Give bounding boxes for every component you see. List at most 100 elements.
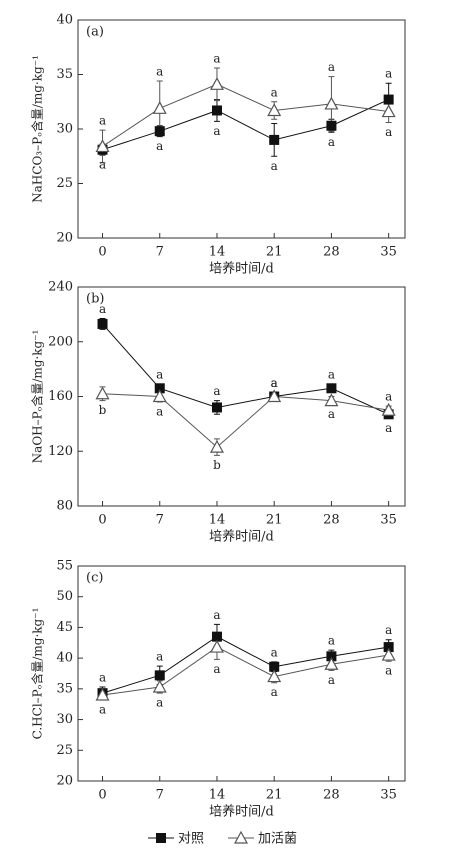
significance-letter: a bbox=[271, 85, 278, 99]
significance-letter: a bbox=[156, 65, 163, 79]
x-axis-label: 培养时间/d bbox=[209, 529, 274, 545]
significance-letter: a bbox=[271, 159, 278, 173]
series-line bbox=[102, 99, 389, 151]
point bbox=[209, 639, 224, 653]
significance-letter: a bbox=[99, 114, 106, 128]
x-tick-label: 14 bbox=[209, 513, 226, 528]
y-tick-label: 30 bbox=[56, 122, 73, 137]
x-axis-label: 培养时间/d bbox=[209, 804, 274, 820]
point bbox=[326, 651, 337, 662]
point bbox=[154, 670, 165, 681]
point bbox=[324, 393, 339, 407]
panel-label: (a) bbox=[86, 25, 104, 40]
y-tick-label: 40 bbox=[56, 651, 73, 666]
series-line bbox=[102, 636, 389, 694]
x-tick-label: 35 bbox=[380, 788, 397, 803]
series-line bbox=[102, 83, 389, 147]
significance-letter: a bbox=[99, 302, 106, 316]
point bbox=[324, 96, 339, 110]
significance-letter: a bbox=[328, 368, 335, 382]
point bbox=[97, 318, 108, 329]
point bbox=[211, 402, 222, 413]
x-tick-label: 0 bbox=[98, 245, 106, 260]
point bbox=[152, 389, 167, 403]
point bbox=[381, 402, 396, 416]
legend-label: 对照 bbox=[178, 832, 204, 847]
series-line bbox=[102, 323, 389, 415]
point bbox=[95, 687, 110, 701]
significance-letter: a bbox=[213, 124, 220, 138]
x-tick-label: 14 bbox=[209, 245, 226, 260]
point bbox=[324, 657, 339, 670]
y-tick-label: 45 bbox=[56, 620, 73, 635]
plot-frame bbox=[77, 565, 406, 782]
y-tick-label: 25 bbox=[56, 176, 73, 191]
y-tick-label: 20 bbox=[56, 774, 73, 789]
legend-label: 加活菌 bbox=[258, 832, 297, 847]
y-tick-label: 50 bbox=[56, 589, 73, 604]
y-tick-label: 200 bbox=[48, 334, 73, 349]
significance-letter: a bbox=[156, 368, 163, 382]
significance-letter: a bbox=[213, 51, 220, 65]
x-tick-label: 7 bbox=[156, 788, 164, 803]
significance-letter: a bbox=[156, 404, 163, 418]
point bbox=[383, 642, 394, 653]
plot-frame bbox=[77, 286, 406, 507]
point bbox=[326, 120, 337, 131]
x-axis-label: 培养时间/d bbox=[209, 261, 274, 277]
significance-letter: b bbox=[99, 403, 107, 417]
significance-letter: a bbox=[328, 60, 335, 74]
significance-letter: a bbox=[328, 407, 335, 421]
plot-frame bbox=[77, 19, 406, 239]
point bbox=[233, 830, 249, 844]
significance-letter: a bbox=[213, 384, 220, 398]
significance-letter: a bbox=[271, 685, 278, 699]
significance-letter: a bbox=[385, 67, 392, 81]
y-axis-label: C.HCl–Pₒ含量/mg·kg⁻¹ bbox=[30, 608, 45, 740]
significance-letter: a bbox=[156, 696, 163, 710]
significance-letter: a bbox=[328, 673, 335, 687]
point bbox=[267, 389, 282, 403]
series-line bbox=[102, 646, 389, 696]
y-tick-label: 120 bbox=[48, 444, 73, 459]
significance-letter: a bbox=[271, 645, 278, 659]
y-tick-label: 55 bbox=[56, 559, 73, 574]
y-tick-label: 20 bbox=[56, 231, 73, 246]
point bbox=[269, 661, 280, 672]
significance-letter: a bbox=[213, 662, 220, 676]
point bbox=[267, 103, 282, 117]
significance-letter: a bbox=[156, 650, 163, 664]
point bbox=[209, 77, 224, 90]
significance-letter: a bbox=[385, 664, 392, 678]
point bbox=[269, 134, 280, 145]
significance-letter: b bbox=[213, 458, 221, 472]
significance-letter: a bbox=[99, 702, 106, 716]
x-tick-label: 35 bbox=[380, 245, 397, 260]
x-tick-label: 28 bbox=[323, 245, 340, 260]
point bbox=[383, 94, 394, 105]
point bbox=[381, 104, 396, 118]
point bbox=[154, 126, 165, 137]
point bbox=[152, 679, 167, 693]
significance-letter: a bbox=[156, 139, 163, 153]
y-tick-label: 40 bbox=[56, 13, 73, 28]
point bbox=[154, 383, 165, 394]
significance-letter: a bbox=[213, 608, 220, 622]
point bbox=[95, 139, 110, 153]
x-tick-label: 21 bbox=[266, 513, 283, 528]
y-tick-label: 35 bbox=[56, 681, 73, 696]
significance-letter: a bbox=[99, 158, 106, 172]
y-axis-label: NaHCO₃–Pₒ含量/mg·kg⁻¹ bbox=[30, 55, 45, 203]
point bbox=[211, 631, 222, 642]
significance-letter: a bbox=[385, 390, 392, 404]
y-tick-label: 30 bbox=[56, 712, 73, 727]
x-tick-label: 0 bbox=[98, 788, 106, 803]
point bbox=[95, 386, 110, 400]
significance-letter: a bbox=[385, 125, 392, 139]
series-line bbox=[102, 393, 389, 448]
x-tick-label: 7 bbox=[156, 245, 164, 260]
point bbox=[152, 101, 167, 114]
x-tick-label: 14 bbox=[209, 788, 226, 803]
x-tick-label: 28 bbox=[323, 788, 340, 803]
